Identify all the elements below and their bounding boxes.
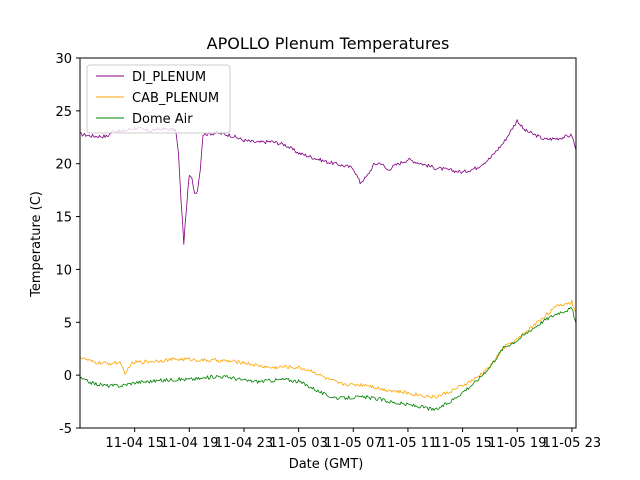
series-line-dome-air [80,306,576,411]
y-tick-label: 25 [55,105,72,120]
x-axis-label: Date (GMT) [289,457,364,472]
y-tick-label: -5 [59,422,72,437]
y-tick-label: 10 [55,263,72,278]
series-line-cab-plenum [80,299,576,399]
x-tick-label: 11-05 03 [269,436,327,451]
legend-label: CAB_PLENUM [132,91,219,106]
x-tick-label: 11-04 15 [105,436,163,451]
x-tick-label: 11-04 19 [160,436,218,451]
y-tick-label: 15 [55,211,72,226]
x-tick-label: 11-05 19 [488,436,546,451]
x-tick-label: 11-05 07 [324,436,382,451]
x-tick-label: 11-05 23 [543,436,601,451]
x-tick-label: 11-04 23 [215,436,273,451]
legend: DI_PLENUM CAB_PLENUM Dome Air [86,64,231,134]
x-tick-label: 11-05 11 [379,436,437,451]
legend-box [86,64,231,134]
legend-label: Dome Air [132,112,193,127]
plot-frame [79,57,577,429]
chart-title: APOLLO Plenum Temperatures [207,34,450,53]
legend-label: DI_PLENUM [132,70,206,85]
y-tick-label: 20 [55,158,72,173]
y-axis-label: Temperature (C) [29,191,44,298]
y-tick-label: 5 [64,316,72,331]
x-tick-label: 11-05 15 [433,436,491,451]
y-tick-label: 0 [64,369,72,384]
y-tick-label: 30 [55,52,72,67]
